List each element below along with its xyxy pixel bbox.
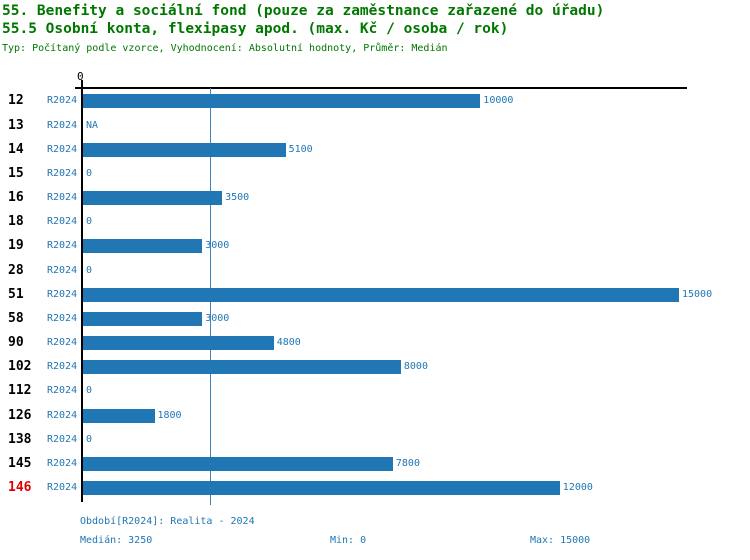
row-series-label: R2024	[47, 240, 78, 252]
chart-title-line1: 55. Benefity a sociální fond (pouze za z…	[2, 3, 605, 19]
x-axis-zero-label: 0	[77, 70, 84, 83]
row-id-label: 138	[8, 431, 32, 447]
row-bar	[83, 408, 155, 423]
row-bar	[83, 142, 286, 157]
row-bar	[83, 336, 274, 350]
row-series-label: R2024	[47, 95, 78, 107]
footer-min: Min: 0	[330, 535, 367, 546]
row-value-label: 5100	[288, 143, 313, 155]
row-id-label: 58	[8, 310, 24, 326]
row-value-label: NA	[86, 119, 99, 131]
row-series-label: R2024	[47, 312, 78, 324]
row-series-label: R2024	[47, 385, 78, 397]
row-value-label: 0	[86, 264, 93, 276]
row-series-label: R2024	[47, 143, 78, 155]
row-value-label: 0	[86, 167, 93, 179]
row-value-label: 3500	[225, 192, 250, 203]
row-value-label: 4800	[276, 337, 301, 348]
row-series-label: R2024	[47, 264, 78, 276]
row-value-label: 0	[86, 216, 93, 228]
row-bar	[83, 191, 223, 205]
row-value-label: 0	[86, 433, 93, 445]
row-series-label: R2024	[47, 409, 78, 421]
row-value-label: 15000	[682, 288, 713, 300]
row-id-label: 28	[8, 262, 24, 278]
row-id-label: 12	[8, 93, 24, 109]
row-bar	[83, 94, 481, 109]
row-bar	[83, 311, 203, 326]
row-id-label: 16	[8, 190, 24, 205]
row-value-label: 10000	[483, 95, 514, 107]
row-bar	[83, 456, 393, 471]
row-id-label: 146	[8, 480, 32, 495]
footer-median: Medián: 3250	[80, 535, 153, 546]
row-id-label: 14	[8, 141, 24, 157]
x-axis-zero-tick	[81, 80, 83, 88]
chart-title-line2: 55.5 Osobní konta, flexipasy apod. (max.…	[2, 21, 509, 37]
footer-period: Období[R2024]: Realita - 2024	[80, 516, 255, 527]
row-id-label: 15	[8, 165, 24, 181]
row-series-label: R2024	[47, 216, 78, 228]
row-id-label: 112	[8, 383, 32, 399]
row-series-label: R2024	[47, 192, 78, 203]
row-series-label: R2024	[47, 288, 78, 300]
row-id-label: 102	[8, 359, 32, 375]
row-value-label: 1800	[157, 409, 182, 421]
row-id-label: 145	[8, 455, 32, 471]
row-value-label: 3000	[205, 312, 230, 324]
row-id-label: 13	[8, 117, 24, 133]
row-series-label: R2024	[47, 337, 78, 348]
row-series-label: R2024	[47, 361, 78, 373]
row-bar	[83, 239, 203, 254]
footer-max: Max: 15000	[530, 535, 591, 546]
row-series-label: R2024	[47, 433, 78, 445]
row-bar	[83, 360, 401, 375]
row-series-label: R2024	[47, 119, 78, 131]
row-value-label: 0	[86, 385, 93, 397]
chart-subtitle: Typ: Počítaný podle vzorce, Vyhodnocení:…	[2, 43, 448, 54]
row-value-label: 12000	[562, 482, 593, 493]
row-series-label: R2024	[47, 457, 78, 469]
row-bar	[83, 287, 679, 302]
y-axis-line	[81, 88, 83, 502]
row-series-label: R2024	[47, 482, 78, 493]
row-value-label: 3000	[205, 240, 230, 252]
row-id-label: 51	[8, 286, 24, 302]
row-value-label: 7800	[395, 457, 420, 469]
row-id-label: 18	[8, 214, 24, 230]
row-value-label: 8000	[403, 361, 428, 373]
row-id-label: 126	[8, 407, 32, 423]
row-id-label: 19	[8, 238, 24, 254]
row-series-label: R2024	[47, 167, 78, 179]
x-axis-line	[75, 87, 687, 89]
row-id-label: 90	[8, 335, 24, 350]
row-bar	[83, 481, 560, 495]
